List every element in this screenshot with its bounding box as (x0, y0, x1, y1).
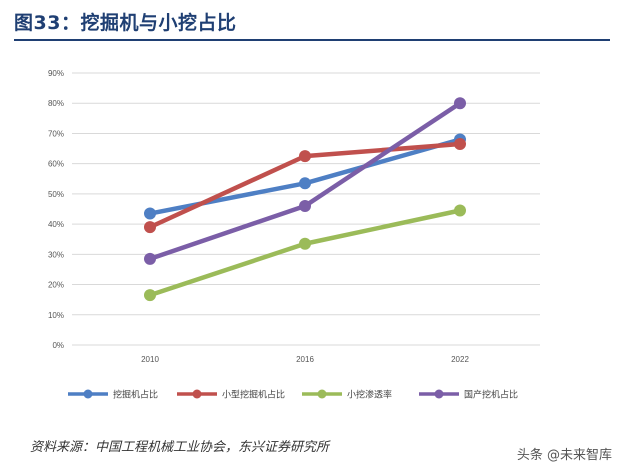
data-point (299, 237, 311, 250)
data-point (299, 150, 311, 163)
legend-swatch-marker (83, 389, 93, 399)
data-point (454, 97, 466, 110)
legend-swatch-marker (192, 389, 202, 399)
legend-swatch-marker (434, 389, 444, 399)
y-tick-label: 10% (48, 311, 64, 320)
y-tick-label: 40% (48, 220, 64, 229)
data-point (144, 252, 156, 265)
y-tick-label: 50% (48, 190, 64, 199)
data-point (144, 289, 156, 302)
y-tick-label: 0% (52, 341, 64, 350)
chart-legend: 挖掘机占比 小型挖掘机占比 小挖渗透率 国产挖机占比 (68, 389, 518, 400)
legend-label: 国产挖机占比 (464, 389, 518, 400)
data-point (299, 177, 311, 190)
x-axis-ticks: 2010 2016 2022 (141, 355, 469, 364)
legend-label: 小挖渗透率 (347, 389, 392, 400)
legend-label: 小型挖掘机占比 (222, 389, 285, 400)
x-tick-label: 2022 (451, 355, 469, 364)
series-line (147, 208, 463, 298)
data-point (454, 138, 466, 151)
source-note: 资料来源：中国工程机械工业协会，东兴证券研究所 (30, 440, 330, 455)
legend-swatch-marker (317, 389, 327, 399)
series-lines (144, 97, 466, 302)
data-point (454, 204, 466, 217)
figure-title: 图33：挖掘机与小挖占比 (14, 12, 237, 34)
watermark: 头条 @未来智库 (516, 448, 612, 463)
title-divider (14, 39, 610, 41)
legend-label: 挖掘机占比 (113, 389, 158, 400)
x-tick-label: 2010 (141, 355, 159, 364)
y-axis-ticks: 0% 10% 20% 30% 40% 50% 60% 70% 80% 90% (48, 69, 64, 350)
line-chart: 0%10%20%30%40%50%60%70%80%90% 2010 2016 20… (48, 69, 540, 400)
y-tick-label: 60% (48, 160, 64, 169)
data-point (299, 199, 311, 212)
y-tick-label: 80% (48, 99, 64, 108)
y-tick-label: 90% (48, 69, 64, 78)
x-tick-label: 2016 (296, 355, 314, 364)
y-tick-label: 20% (48, 281, 64, 290)
y-tick-label: 30% (48, 250, 64, 259)
data-point (144, 221, 156, 234)
y-tick-label: 70% (48, 129, 64, 138)
data-point (144, 207, 156, 220)
